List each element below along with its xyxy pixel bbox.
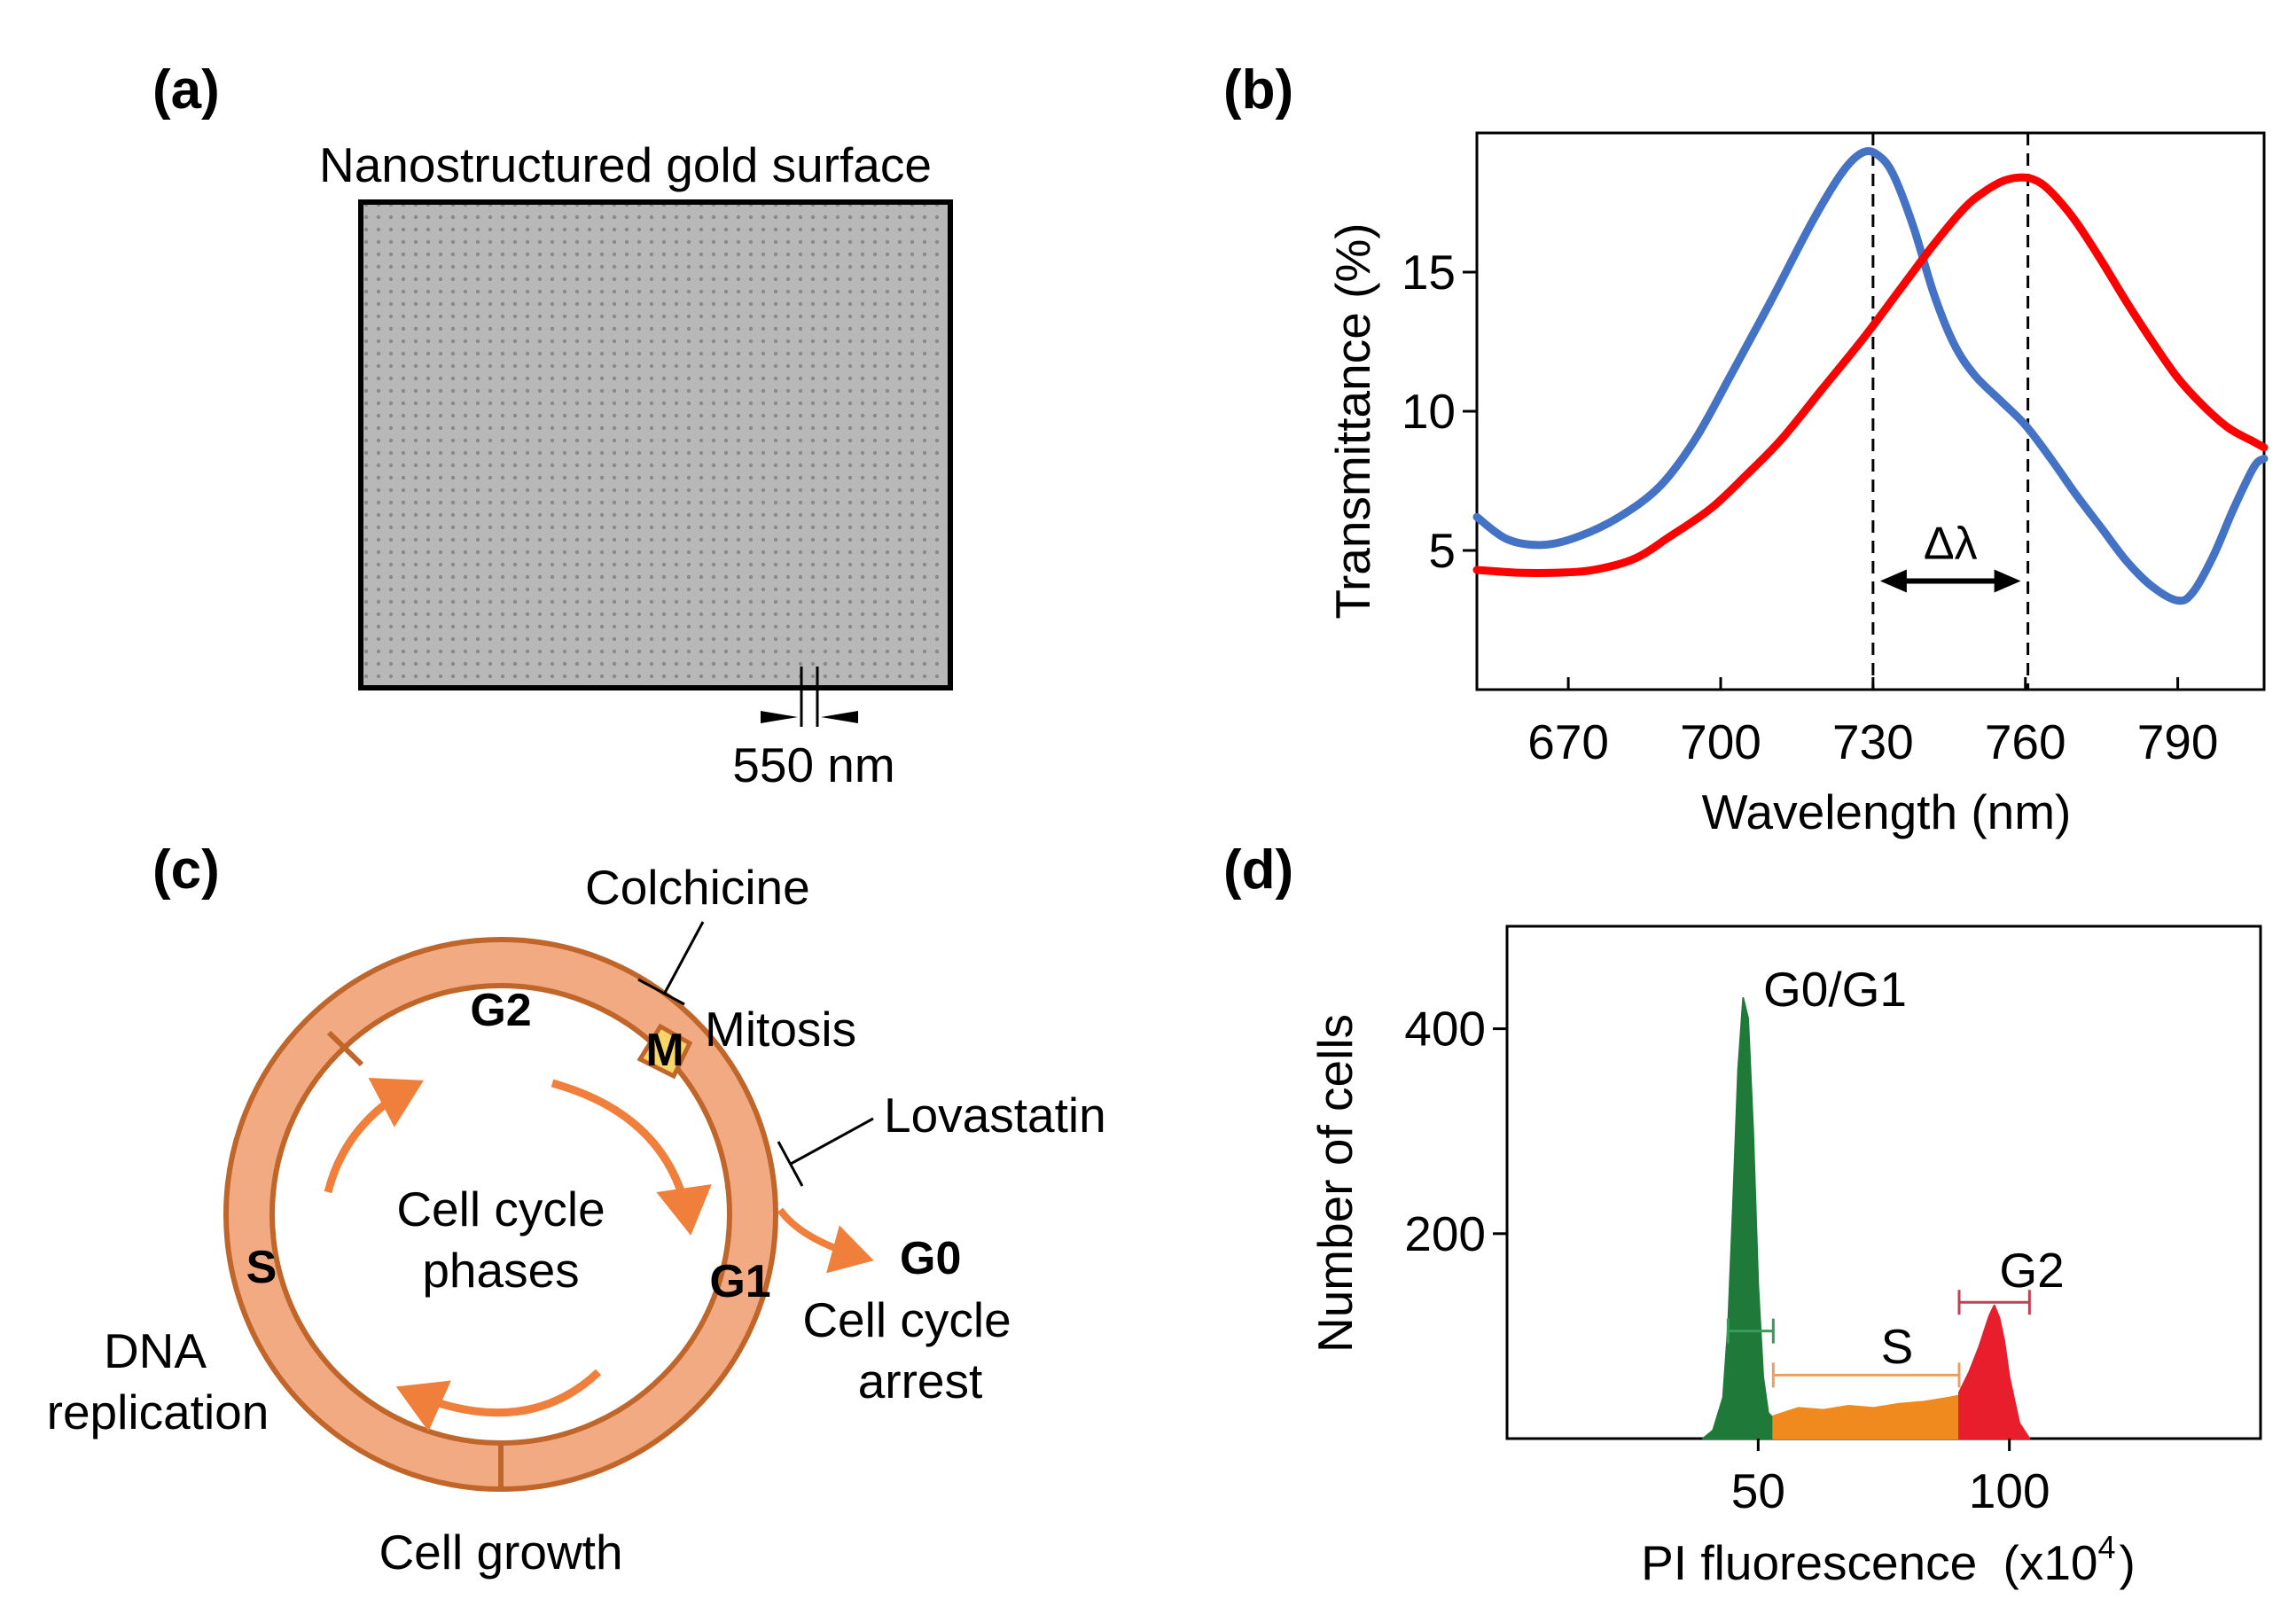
chart-b-frame xyxy=(1475,131,2266,691)
y-tick-label: 400 xyxy=(1404,1002,1486,1057)
histogram-g2 xyxy=(1958,1304,2031,1439)
label-g0g1: G0/G1 xyxy=(1763,962,1907,1017)
x-axis-label: PI fluorescence (x104) xyxy=(1641,1529,2136,1590)
dna-label-line1: DNA xyxy=(104,1323,207,1378)
x-tick-label: 50 xyxy=(1731,1463,1785,1518)
spectrum-line-1 xyxy=(1472,146,2269,605)
lovastatin-inhibitor-bar xyxy=(777,1141,804,1187)
cycle-arrow-icon xyxy=(395,1369,602,1432)
cell-cycle-ring xyxy=(223,936,778,1493)
x-axis-label-main: PI fluorescence xyxy=(1641,1535,1977,1590)
phase-m: M xyxy=(645,1025,683,1076)
y-axis-ticks: 200 400 xyxy=(1404,1002,1507,1261)
delta-lambda-annotation: Δλ xyxy=(1879,519,2021,593)
mitosis-segment xyxy=(636,1023,693,1080)
delta-lambda-label: Δλ xyxy=(1924,519,1978,570)
colchicine-label: Colchicine xyxy=(585,860,810,915)
y-axis-label: Number of cells xyxy=(1308,1014,1363,1353)
x-tick-label: 790 xyxy=(2137,714,2219,769)
panel-label-b: (b) xyxy=(1223,59,1293,121)
arrest-label-line1: Cell cycle xyxy=(802,1292,1011,1347)
histogram-g0g1 xyxy=(1702,996,1775,1439)
x-tick-label: 730 xyxy=(1832,714,1914,769)
label-s: S xyxy=(1881,1319,1914,1374)
histogram-s-phase xyxy=(1772,1394,1960,1439)
y-tick-label: 10 xyxy=(1402,384,1456,439)
surface-title: Nanostructured gold surface xyxy=(319,137,932,192)
y-tick-label: 5 xyxy=(1428,523,1456,578)
g0-exit-arrow-icon xyxy=(777,1207,874,1274)
scale-arrow-left-icon xyxy=(761,711,798,723)
reference-lines xyxy=(1871,133,2030,690)
colchicine-inhibitor-bar xyxy=(637,978,685,1006)
x-axis-label-unit: (x10 xyxy=(2003,1535,2098,1590)
panel-b: (b) Δλ 670 700 730 760 790 5 10 15 Wavelength … xyxy=(1223,59,2269,839)
x-tick-label: 700 xyxy=(1680,714,1761,769)
scale-bar xyxy=(761,667,858,727)
phase-g2: G2 xyxy=(470,985,531,1036)
cell-growth-label: Cell growth xyxy=(379,1525,622,1580)
y-tick-label: 200 xyxy=(1404,1206,1486,1261)
panel-a: (a) Nanostructured gold surface 550 nm xyxy=(152,59,953,792)
colchicine-inhibitor-line xyxy=(663,921,705,994)
panel-label-a: (a) xyxy=(152,59,220,121)
x-axis-label-close: ) xyxy=(2120,1535,2136,1590)
dna-label-line2: replication xyxy=(47,1385,269,1439)
scale-label: 550 nm xyxy=(732,737,894,792)
y-tick-label: 15 xyxy=(1402,245,1456,300)
spectrum-line-2 xyxy=(1472,173,2269,578)
center-label-line1: Cell cycle xyxy=(396,1182,605,1236)
label-g2: G2 xyxy=(1999,1243,2064,1298)
histogram-series xyxy=(1702,996,2031,1439)
g0-label: G0 xyxy=(900,1233,961,1284)
scale-arrow-right-icon xyxy=(821,711,858,723)
cycle-arrow-icon xyxy=(551,1079,712,1236)
cycle-arrow-icon xyxy=(324,1078,424,1194)
phase-g1: G1 xyxy=(709,1256,770,1307)
y-axis-label: Transmittance (%) xyxy=(1325,222,1380,619)
x-axis-label-exp: 4 xyxy=(2098,1529,2116,1565)
delta-arrow-right-icon xyxy=(1994,569,2021,593)
x-axis-label: Wavelength (nm) xyxy=(1702,784,2072,839)
arrest-label-line2: arrest xyxy=(858,1353,983,1408)
nanostructure-dots xyxy=(363,205,948,685)
panel-c: (c) M G2 G1 S Cell cycle phases G0 Colch… xyxy=(47,839,1106,1580)
y-axis-ticks: 5 10 15 xyxy=(1402,245,1477,578)
spectra-series xyxy=(1472,146,2269,605)
phase-s: S xyxy=(246,1242,277,1293)
panel-label-d: (d) xyxy=(1223,839,1293,901)
mitosis-label: Mitosis xyxy=(705,1002,856,1057)
panel-label-c: (c) xyxy=(152,839,220,901)
x-axis-ticks: 50 100 xyxy=(1731,1439,2050,1518)
lovastatin-inhibitor-line xyxy=(790,1117,874,1166)
x-axis-ticks: 670 700 730 760 790 xyxy=(1527,677,2218,769)
delta-arrow-left-icon xyxy=(1879,569,1907,593)
x-tick-label: 760 xyxy=(1985,714,2066,769)
phase-brackets xyxy=(1726,1290,2031,1388)
x-tick-label: 100 xyxy=(1969,1463,2050,1518)
panel-d: (d) 50 100 200 400 G0/G1 S G2 PI fluoresce… xyxy=(1223,839,2262,1590)
ring-divider xyxy=(326,1030,364,1067)
center-label-line2: phases xyxy=(422,1243,579,1298)
lovastatin-label: Lovastatin xyxy=(884,1088,1106,1143)
x-tick-label: 670 xyxy=(1527,714,1609,769)
